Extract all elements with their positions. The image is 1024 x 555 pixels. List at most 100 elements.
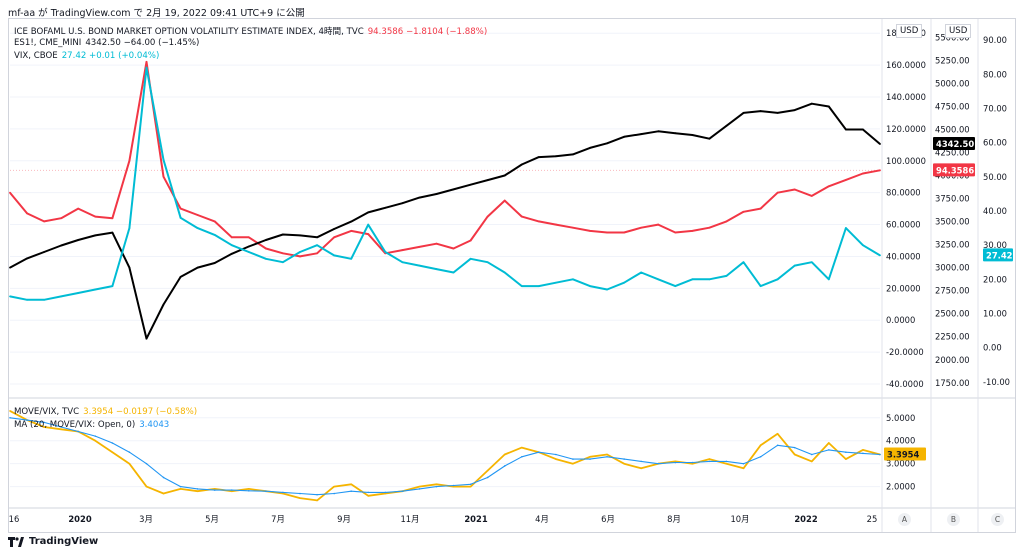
sub-point-0-43 bbox=[742, 467, 745, 470]
scale-button-b[interactable]: B bbox=[947, 513, 960, 526]
sub-point-0-18 bbox=[316, 499, 318, 502]
sub-point-1-20 bbox=[350, 490, 352, 493]
point-1-7 bbox=[128, 266, 131, 269]
sub-series-line-0 bbox=[9, 410, 881, 502]
axis-1-tick-4: 2750.00 bbox=[935, 286, 970, 296]
point-1-18 bbox=[316, 236, 318, 239]
sub-point-1-41 bbox=[708, 460, 711, 463]
sub-point-0-6 bbox=[111, 451, 114, 454]
point-2-42 bbox=[725, 274, 728, 277]
point-0-12 bbox=[213, 220, 216, 223]
sub-point-1-40 bbox=[691, 461, 694, 464]
point-0-49 bbox=[844, 179, 847, 181]
point-2-8 bbox=[145, 66, 148, 69]
sub-point-0-25 bbox=[435, 483, 438, 486]
point-1-41 bbox=[708, 137, 711, 140]
axis-2-tick-9: 80.00 bbox=[983, 69, 1007, 79]
axis-0-tick-2: 0.0000 bbox=[886, 315, 915, 325]
point-1-4 bbox=[77, 239, 80, 241]
axis-1-tick-0: 1750.00 bbox=[935, 378, 970, 388]
sub-point-0-7 bbox=[128, 462, 131, 465]
point-2-14 bbox=[247, 251, 250, 253]
point-1-32 bbox=[554, 155, 557, 158]
sub-point-1-10 bbox=[179, 485, 182, 488]
sub-point-1-47 bbox=[810, 453, 813, 456]
tradingview-logo-icon bbox=[8, 536, 24, 547]
x-tick-0: 16 bbox=[9, 514, 20, 524]
axis-2-tick-8: 70.00 bbox=[983, 104, 1007, 114]
unit-label-es[interactable]: USD bbox=[945, 24, 972, 38]
point-0-29 bbox=[503, 199, 506, 202]
sub-point-0-20 bbox=[350, 483, 352, 486]
point-0-28 bbox=[486, 215, 489, 218]
unit-label-move[interactable]: USD bbox=[896, 24, 923, 38]
point-0-39 bbox=[674, 231, 677, 234]
sub-point-0-28 bbox=[486, 469, 489, 472]
scale-button-a[interactable]: A bbox=[898, 513, 911, 526]
last-label-2: 27.42 bbox=[986, 250, 1013, 260]
sub-point-1-25 bbox=[435, 485, 438, 488]
point-2-40 bbox=[691, 278, 694, 281]
series-line-vix bbox=[9, 66, 881, 301]
scale-button-c[interactable]: C bbox=[991, 513, 1004, 526]
point-1-50 bbox=[862, 128, 864, 131]
sub-point-0-46 bbox=[793, 453, 796, 456]
point-2-21 bbox=[367, 223, 370, 226]
point-1-43 bbox=[742, 112, 745, 114]
point-0-25 bbox=[435, 242, 438, 245]
point-1-39 bbox=[674, 132, 677, 135]
point-0-21 bbox=[367, 233, 370, 236]
axis-2-tick-4: 30.00 bbox=[983, 240, 1007, 250]
legend-ratio: MOVE/VIX, TVC 3.3954 −0.0197 (−0.58%) bbox=[14, 407, 197, 417]
point-2-10 bbox=[179, 216, 182, 219]
point-2-46 bbox=[793, 264, 796, 267]
sub-point-1-44 bbox=[759, 455, 762, 458]
sub-point-0-21 bbox=[367, 495, 370, 497]
sub-point-0-35 bbox=[606, 453, 608, 456]
point-0-10 bbox=[179, 207, 182, 210]
point-2-41 bbox=[708, 278, 711, 281]
point-1-10 bbox=[179, 275, 182, 278]
x-tick-12: 2022 bbox=[794, 514, 817, 524]
point-2-38 bbox=[657, 278, 660, 281]
point-2-44 bbox=[759, 285, 762, 288]
point-0-32 bbox=[554, 223, 557, 226]
x-tick-3: 5月 bbox=[205, 514, 219, 524]
point-0-31 bbox=[537, 220, 540, 223]
sub-point-1-51 bbox=[879, 453, 881, 456]
axis-0-tick-4: 40.0000 bbox=[886, 251, 921, 261]
point-2-13 bbox=[230, 244, 233, 247]
sub-point-1-48 bbox=[828, 449, 830, 451]
axis-0-tick-9: 140.0000 bbox=[886, 92, 926, 102]
legend-ratio-value: 3.3954 −0.0197 (−0.58%) bbox=[83, 407, 198, 417]
x-tick-1: 2020 bbox=[68, 514, 91, 524]
point-1-13 bbox=[230, 252, 233, 255]
axis-1-tick-3: 2500.00 bbox=[935, 309, 970, 319]
x-tick-6: 11月 bbox=[400, 514, 419, 524]
sub-point-1-32 bbox=[555, 453, 557, 456]
point-1-37 bbox=[640, 133, 643, 135]
point-2-34 bbox=[589, 285, 591, 288]
sub-point-1-28 bbox=[486, 476, 489, 479]
sub-point-1-49 bbox=[845, 451, 847, 454]
sub-point-0-16 bbox=[282, 492, 284, 495]
point-2-24 bbox=[418, 264, 421, 267]
sub-point-1-38 bbox=[657, 462, 660, 465]
axis-0-tick-6: 80.0000 bbox=[886, 188, 921, 198]
point-1-16 bbox=[282, 233, 284, 236]
sub-point-0-5 bbox=[94, 439, 97, 442]
sub-point-0-29 bbox=[503, 453, 506, 456]
axis-1-tick-13: 5000.00 bbox=[935, 78, 970, 88]
point-2-12 bbox=[213, 234, 216, 236]
point-0-2 bbox=[43, 220, 46, 223]
point-1-24 bbox=[418, 196, 421, 199]
sub-point-1-24 bbox=[418, 488, 421, 490]
point-1-25 bbox=[435, 193, 438, 195]
point-1-33 bbox=[572, 153, 574, 156]
point-1-3 bbox=[60, 244, 63, 247]
point-2-36 bbox=[623, 281, 626, 284]
axis-2-tick-10: 90.00 bbox=[983, 35, 1007, 45]
sub-axis-tick-2: 4.0000 bbox=[886, 436, 915, 446]
point-2-27 bbox=[469, 257, 472, 260]
